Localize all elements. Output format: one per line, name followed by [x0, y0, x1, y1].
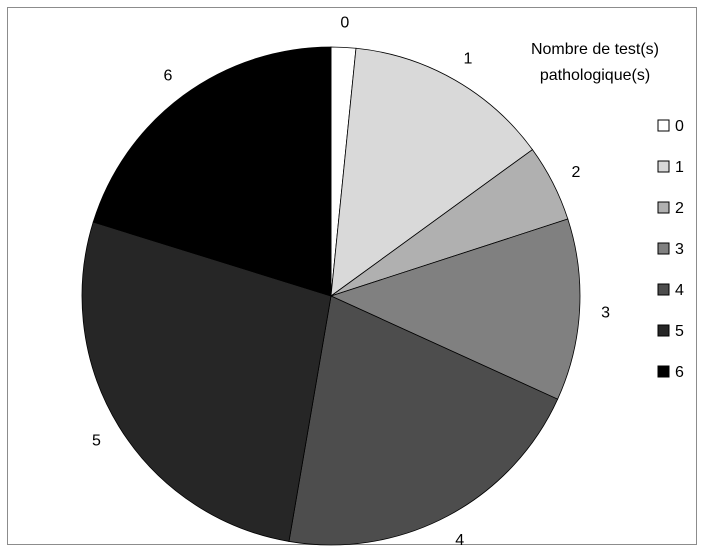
legend-label-3: 3 [675, 241, 684, 258]
legend-label-0: 0 [675, 118, 684, 135]
slice-label-3: 3 [601, 305, 610, 322]
legend-swatch-0 [657, 119, 670, 132]
legend-title-line-1: Nombre de test(s) [531, 41, 659, 58]
pie-slice-3 [329, 218, 581, 400]
legend-label-4: 4 [675, 282, 684, 299]
legend-swatch-1 [657, 160, 670, 173]
slice-label-0: 0 [340, 14, 349, 31]
legend-swatch-2 [657, 201, 670, 214]
pie-slices [81, 46, 581, 546]
legend-items: 0 1 2 3 4 5 6 [657, 118, 684, 381]
legend-swatch-3 [657, 242, 670, 255]
legend-label-2: 2 [675, 200, 684, 217]
pie-slice-4 [288, 295, 559, 546]
legend-label-6: 6 [675, 364, 684, 381]
slice-labels: 0 1 2 3 4 5 6 [92, 14, 610, 549]
pie-slice-6 [92, 46, 332, 297]
slice-label-4: 4 [455, 532, 464, 549]
pie-slice-5 [81, 221, 332, 542]
legend: Nombre de test(s) pathologique(s) 0 1 2 3 4 5… [531, 41, 684, 381]
slice-label-1: 1 [464, 51, 473, 68]
legend-swatch-5 [657, 324, 670, 337]
legend-label-1: 1 [675, 159, 684, 176]
legend-swatch-4 [657, 283, 670, 296]
legend-title-line-2: pathologique(s) [540, 67, 650, 84]
slice-label-5: 5 [92, 433, 101, 450]
legend-label-5: 5 [675, 323, 684, 340]
slice-label-6: 6 [164, 68, 173, 85]
pie-slice-1 [330, 47, 534, 297]
legend-swatch-6 [657, 365, 670, 378]
slice-label-2: 2 [572, 164, 581, 181]
